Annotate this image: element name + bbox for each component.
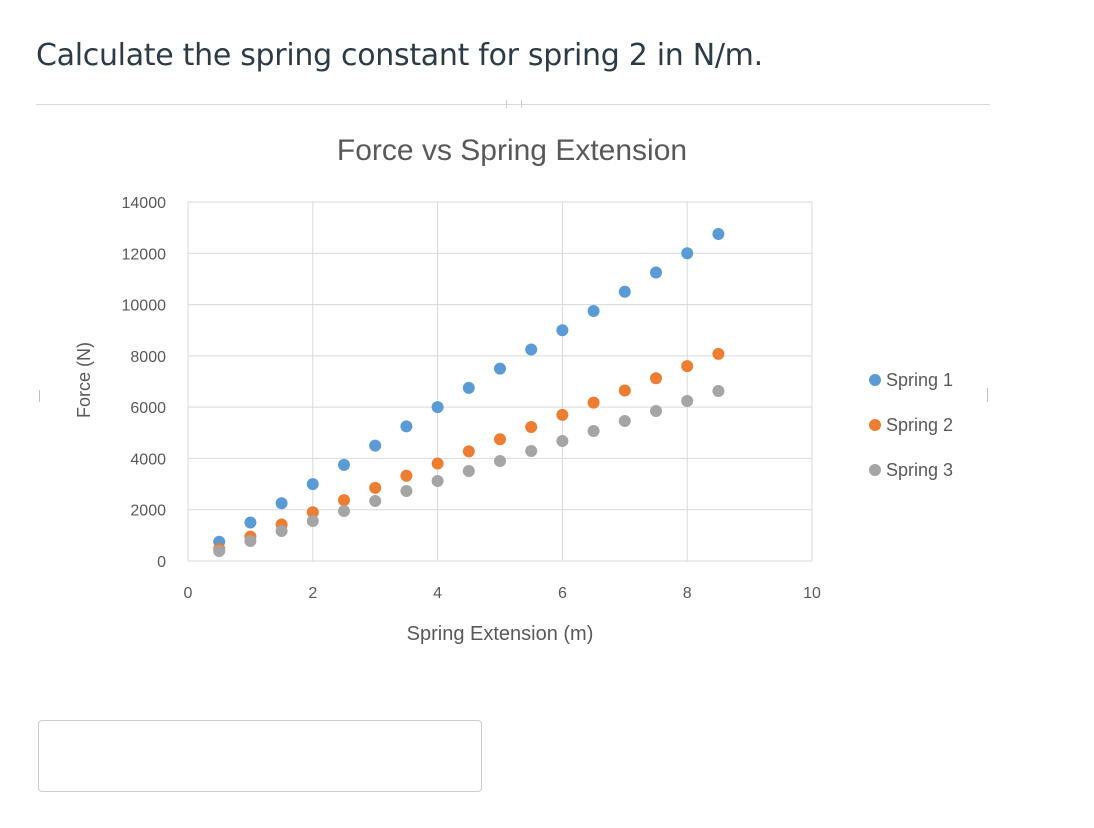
y-tick-label: 10000 bbox=[122, 298, 167, 315]
y-tick-label: 12000 bbox=[122, 246, 167, 263]
data-point-spring-1 bbox=[369, 439, 382, 452]
data-point-spring-2 bbox=[618, 384, 631, 397]
answer-input[interactable] bbox=[38, 720, 482, 792]
data-point-spring-3 bbox=[618, 414, 631, 427]
chart-data-points bbox=[213, 228, 725, 557]
data-point-spring-3 bbox=[213, 544, 226, 557]
data-point-spring-2 bbox=[712, 347, 725, 360]
x-tick-label: 2 bbox=[308, 585, 317, 602]
legend-label-spring-3: Spring 3 bbox=[886, 460, 953, 480]
data-point-spring-3 bbox=[681, 394, 694, 407]
data-point-spring-1 bbox=[244, 516, 257, 529]
data-point-spring-1 bbox=[306, 478, 319, 491]
legend-label-spring-1: Spring 1 bbox=[886, 370, 953, 390]
y-tick-label: 8000 bbox=[130, 349, 166, 366]
data-point-spring-1 bbox=[650, 266, 662, 279]
data-point-spring-1 bbox=[525, 343, 538, 356]
data-point-spring-2 bbox=[556, 408, 569, 421]
data-point-spring-2 bbox=[587, 396, 600, 409]
data-point-spring-2 bbox=[525, 421, 538, 434]
data-point-spring-3 bbox=[400, 484, 413, 497]
y-tick-label: 2000 bbox=[130, 503, 166, 520]
y-tick-label: 14000 bbox=[122, 195, 167, 212]
data-point-spring-2 bbox=[369, 481, 382, 494]
y-axis-tick-labels: 0 2000 4000 6000 8000 10000 12000 14000 bbox=[122, 195, 167, 571]
data-point-spring-1 bbox=[618, 285, 631, 298]
data-point-spring-2 bbox=[306, 506, 319, 519]
legend-marker-spring-1 bbox=[869, 374, 881, 386]
chart-frame-border bbox=[36, 104, 990, 107]
x-tick-label: 6 bbox=[558, 585, 567, 602]
data-point-spring-3 bbox=[650, 404, 662, 417]
data-point-spring-2 bbox=[494, 433, 506, 446]
data-point-spring-3 bbox=[494, 454, 506, 467]
x-tick-label: 4 bbox=[433, 585, 442, 602]
data-point-spring-2 bbox=[400, 469, 413, 482]
data-point-spring-2 bbox=[431, 457, 444, 470]
chart-legend: Spring 1 Spring 2 Spring 3 bbox=[869, 370, 953, 480]
legend-marker-spring-3 bbox=[869, 464, 881, 476]
data-point-spring-3 bbox=[338, 504, 350, 517]
data-point-spring-3 bbox=[306, 514, 319, 527]
x-tick-label: 10 bbox=[803, 585, 821, 602]
data-point-spring-1 bbox=[494, 362, 506, 375]
data-point-spring-2 bbox=[338, 494, 350, 507]
data-point-spring-1 bbox=[338, 458, 350, 471]
legend-marker-spring-2 bbox=[869, 419, 881, 431]
data-point-spring-3 bbox=[587, 424, 600, 437]
y-axis-label: Force (N) bbox=[74, 342, 94, 418]
data-point-spring-1 bbox=[431, 401, 444, 414]
data-point-spring-1 bbox=[681, 247, 694, 260]
data-point-spring-1 bbox=[712, 228, 725, 241]
data-point-spring-2 bbox=[462, 445, 475, 458]
data-point-spring-3 bbox=[556, 434, 569, 447]
chart-resize-handle[interactable] bbox=[506, 100, 522, 108]
x-tick-label: 8 bbox=[683, 585, 692, 602]
question-text: Calculate the spring constant for spring… bbox=[36, 38, 763, 73]
y-tick-label: 0 bbox=[157, 554, 166, 571]
chart-gridlines bbox=[187, 201, 813, 562]
data-point-spring-3 bbox=[712, 384, 725, 397]
chart-right-edge-handle[interactable] bbox=[987, 388, 990, 402]
chart-title: Force vs Spring Extension bbox=[337, 134, 687, 167]
data-point-spring-3 bbox=[369, 494, 382, 507]
x-axis-label: Spring Extension (m) bbox=[407, 623, 594, 645]
y-tick-label: 4000 bbox=[130, 451, 166, 468]
data-point-spring-3 bbox=[431, 474, 444, 487]
data-point-spring-1 bbox=[462, 381, 475, 394]
data-point-spring-2 bbox=[650, 372, 662, 385]
y-tick-label: 6000 bbox=[130, 400, 166, 417]
x-axis-tick-labels: 0 2 4 6 8 10 bbox=[184, 585, 821, 602]
data-point-spring-3 bbox=[462, 464, 475, 477]
data-point-spring-3 bbox=[525, 444, 538, 457]
chart-left-edge-handle[interactable] bbox=[35, 390, 40, 402]
data-point-spring-1 bbox=[587, 304, 600, 317]
data-point-spring-3 bbox=[244, 534, 257, 547]
data-point-spring-2 bbox=[681, 360, 694, 373]
legend-label-spring-2: Spring 2 bbox=[886, 415, 953, 435]
data-point-spring-3 bbox=[275, 524, 288, 537]
data-point-spring-1 bbox=[556, 324, 569, 337]
data-point-spring-1 bbox=[275, 497, 288, 510]
data-point-spring-1 bbox=[400, 420, 413, 433]
scatter-chart: Force vs Spring Extension 0 2000 4000 6000 8… bbox=[74, 134, 953, 645]
x-tick-label: 0 bbox=[184, 585, 193, 602]
